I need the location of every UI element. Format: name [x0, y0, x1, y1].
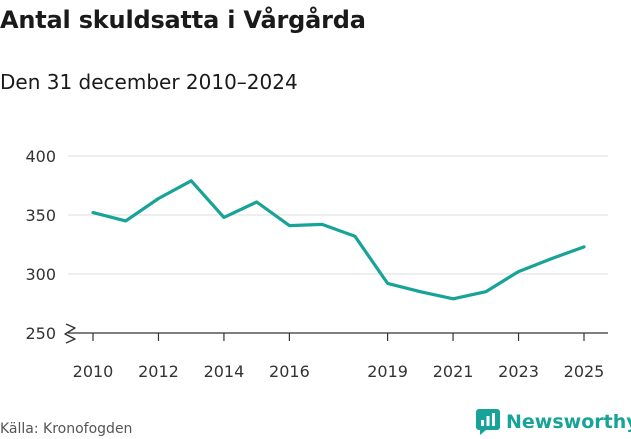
- x-tick-label-2014: 2014: [204, 362, 245, 381]
- chart-subtitle: Den 31 december 2010–2024: [0, 70, 298, 94]
- x-tick-label-2010: 2010: [73, 362, 114, 381]
- source-note: Källa: Kronofogden: [0, 421, 133, 437]
- x-axis: 2010 2012 2014 2016 2019 2021 2023 2025: [68, 332, 608, 381]
- x-tick-label-2016: 2016: [269, 362, 310, 381]
- axis-break-icon: [64, 323, 76, 344]
- series-line-0: [91, 179, 586, 301]
- y-axis-tick-labels: 250 300 350 400: [25, 147, 56, 343]
- x-tick-label-2023: 2023: [498, 362, 539, 381]
- brand-name: Newsworthy: [506, 411, 631, 433]
- x-tick-label-2025: 2025: [564, 362, 605, 381]
- y-axis-break: [64, 323, 76, 344]
- y-tick-label-350: 350: [25, 206, 56, 225]
- series-layer: [91, 179, 586, 301]
- y-tick-label-400: 400: [25, 147, 56, 166]
- gridlines: [68, 155, 608, 275]
- line-chart: 250 300 350 400 2010 2012 2014 2016 2019 2021 202…: [25, 147, 608, 381]
- chart-title: Antal skuldsatta i Vårgårda: [0, 6, 366, 34]
- x-tick-label-2012: 2012: [138, 362, 179, 381]
- brand-logo: Newsworthy: [476, 409, 631, 435]
- x-tick-label-2021: 2021: [433, 362, 474, 381]
- y-tick-label-250: 250: [25, 324, 56, 343]
- newsworthy-logo-icon: [476, 409, 500, 435]
- x-tick-label-2019: 2019: [367, 362, 408, 381]
- y-tick-label-300: 300: [25, 265, 56, 284]
